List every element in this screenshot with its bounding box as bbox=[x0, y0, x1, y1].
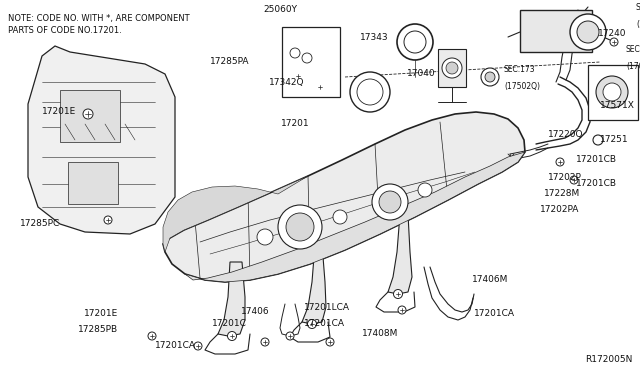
Circle shape bbox=[481, 68, 499, 86]
Text: (17502Q): (17502Q) bbox=[504, 82, 540, 91]
Circle shape bbox=[83, 109, 93, 119]
Text: 17285PC: 17285PC bbox=[20, 219, 60, 228]
Text: 17251: 17251 bbox=[600, 135, 628, 144]
Circle shape bbox=[442, 58, 462, 78]
Text: 17201E: 17201E bbox=[84, 310, 118, 318]
Bar bbox=[60, 90, 120, 142]
Text: 17406: 17406 bbox=[241, 308, 270, 317]
Circle shape bbox=[603, 83, 621, 101]
Circle shape bbox=[593, 135, 603, 145]
Text: SEC.173: SEC.173 bbox=[626, 45, 640, 54]
Circle shape bbox=[286, 332, 294, 340]
Circle shape bbox=[326, 338, 334, 346]
Circle shape bbox=[278, 205, 322, 249]
Circle shape bbox=[350, 72, 390, 112]
Text: 17201: 17201 bbox=[282, 119, 310, 128]
Circle shape bbox=[294, 72, 302, 80]
Circle shape bbox=[286, 213, 314, 241]
Polygon shape bbox=[163, 112, 525, 282]
Bar bbox=[520, 10, 592, 52]
Text: 17201E: 17201E bbox=[42, 108, 76, 116]
Text: PARTS OF CODE NO.17201.: PARTS OF CODE NO.17201. bbox=[8, 26, 122, 35]
Circle shape bbox=[570, 14, 606, 50]
Circle shape bbox=[261, 338, 269, 346]
Bar bbox=[588, 65, 638, 120]
Text: (17060P): (17060P) bbox=[626, 62, 640, 71]
Polygon shape bbox=[28, 46, 175, 234]
Polygon shape bbox=[185, 152, 525, 282]
Circle shape bbox=[290, 48, 300, 58]
Circle shape bbox=[394, 289, 403, 298]
Text: 17285PB: 17285PB bbox=[78, 326, 118, 334]
Circle shape bbox=[570, 176, 578, 184]
Circle shape bbox=[485, 72, 495, 82]
Text: 17220Q: 17220Q bbox=[548, 129, 584, 138]
Circle shape bbox=[577, 21, 599, 43]
Text: 17571X: 17571X bbox=[600, 102, 635, 110]
Bar bbox=[282, 27, 340, 97]
Text: R172005N: R172005N bbox=[584, 355, 632, 364]
Text: 17202PA: 17202PA bbox=[540, 205, 579, 215]
Circle shape bbox=[316, 83, 324, 91]
Polygon shape bbox=[302, 244, 326, 324]
Text: 17202P: 17202P bbox=[548, 173, 582, 183]
Circle shape bbox=[333, 210, 347, 224]
Text: 17342Q: 17342Q bbox=[269, 77, 304, 87]
Text: 17201C: 17201C bbox=[212, 320, 247, 328]
Circle shape bbox=[307, 320, 317, 328]
Polygon shape bbox=[218, 262, 245, 336]
Bar bbox=[68, 162, 118, 204]
Circle shape bbox=[596, 76, 628, 108]
Circle shape bbox=[404, 31, 426, 53]
Text: 25060Y: 25060Y bbox=[263, 6, 297, 15]
Circle shape bbox=[227, 331, 237, 340]
Text: 17201CA: 17201CA bbox=[474, 310, 515, 318]
Text: NOTE: CODE NO. WITH *, ARE COMPONENT: NOTE: CODE NO. WITH *, ARE COMPONENT bbox=[8, 14, 189, 23]
Circle shape bbox=[104, 216, 112, 224]
Text: SEC.173: SEC.173 bbox=[504, 65, 536, 74]
Polygon shape bbox=[163, 176, 308, 252]
Circle shape bbox=[357, 79, 383, 105]
Circle shape bbox=[446, 62, 458, 74]
Circle shape bbox=[398, 306, 406, 314]
Text: 17285PA: 17285PA bbox=[211, 57, 250, 66]
Polygon shape bbox=[388, 214, 412, 294]
Text: 17240: 17240 bbox=[598, 29, 627, 38]
Text: 17201LCA: 17201LCA bbox=[304, 304, 350, 312]
Text: (14950): (14950) bbox=[636, 20, 640, 29]
Text: 17201CB: 17201CB bbox=[576, 180, 617, 189]
Circle shape bbox=[257, 229, 273, 245]
Text: SEC.223: SEC.223 bbox=[636, 3, 640, 12]
Text: 17408M: 17408M bbox=[362, 330, 398, 339]
Text: 17201CB: 17201CB bbox=[576, 155, 617, 164]
Circle shape bbox=[556, 158, 564, 166]
Circle shape bbox=[302, 53, 312, 63]
Bar bbox=[438, 49, 466, 87]
Text: 17201CA: 17201CA bbox=[155, 341, 196, 350]
Text: 17343: 17343 bbox=[360, 32, 389, 42]
Circle shape bbox=[418, 183, 432, 197]
Circle shape bbox=[610, 38, 618, 46]
Text: 17201CA: 17201CA bbox=[304, 320, 345, 328]
Circle shape bbox=[194, 342, 202, 350]
Text: 17406M: 17406M bbox=[472, 276, 508, 285]
Text: 17040: 17040 bbox=[408, 70, 436, 78]
Circle shape bbox=[148, 332, 156, 340]
Circle shape bbox=[379, 191, 401, 213]
Circle shape bbox=[397, 24, 433, 60]
Circle shape bbox=[372, 184, 408, 220]
Text: 17228M: 17228M bbox=[544, 189, 580, 199]
